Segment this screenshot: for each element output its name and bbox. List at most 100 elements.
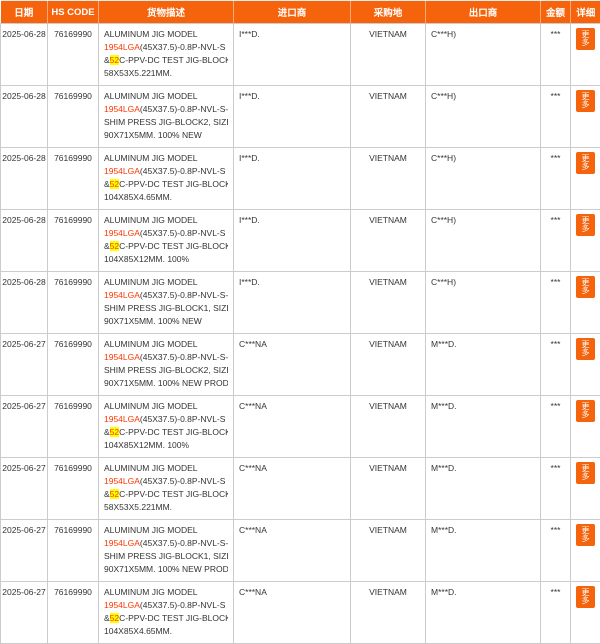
detail-cell: 更多 (571, 272, 600, 334)
column-header-date: 日期 (1, 1, 48, 24)
description-line: ALUMINUM JIG MODEL (104, 90, 228, 103)
origin-cell: VIETNAM (351, 24, 426, 86)
description-line: 90X71X5MM. 100% NEW (104, 315, 228, 328)
description-text: C-PPV-DC TEST JIG-BLOCK1, SIZE: (119, 179, 228, 189)
description-text: 90X71X5MM. 100% NEW (104, 316, 202, 326)
description-line: ALUMINUM JIG MODEL (104, 400, 228, 413)
date-cell: 2025-06-28 (1, 24, 48, 86)
description-line: 1954LGA(45X37.5)-0.8P-NVL-S 28C (104, 475, 228, 488)
table-row: 2025-06-27 76169990 ALUMINUM JIG MODEL 19… (1, 458, 600, 520)
column-header-description: 货物描述 (99, 1, 234, 24)
more-details-button[interactable]: 更多 (576, 524, 595, 546)
exporter-cell: M***D. (426, 520, 541, 582)
hs-code-cell: 76169990 (48, 148, 99, 210)
date-cell: 2025-06-27 (1, 396, 48, 458)
description-text: 90X71X5MM. 100% NEW PRODUCT (104, 564, 228, 574)
detail-cell: 更多 (571, 396, 600, 458)
hs-code-cell: 76169990 (48, 458, 99, 520)
hs-code-cell: 76169990 (48, 334, 99, 396)
more-details-button[interactable]: 更多 (576, 276, 595, 298)
highlighted-keyword: 1954LGA (104, 476, 140, 486)
importer-cell: C***NA (234, 396, 351, 458)
description-text: C-PPV-DC TEST JIG-BLOCK3, SIZE: (119, 241, 228, 251)
detail-cell: 更多 (571, 24, 600, 86)
importer-cell: C***NA (234, 582, 351, 644)
description-cell: ALUMINUM JIG MODEL 1954LGA(45X37.5)-0.8P-… (99, 458, 234, 520)
highlighted-keyword: 1954LGA (104, 166, 140, 176)
description-line: 58X53X5.221MM. (104, 67, 228, 80)
more-details-button[interactable]: 更多 (576, 338, 595, 360)
description-line: 104X85X4.65MM. (104, 625, 228, 638)
detail-cell: 更多 (571, 86, 600, 148)
description-cell: ALUMINUM JIG MODEL 1954LGA(45X37.5)-0.8P-… (99, 334, 234, 396)
detail-cell: 更多 (571, 334, 600, 396)
description-line: ALUMINUM JIG MODEL (104, 276, 228, 289)
hs-code-cell: 76169990 (48, 24, 99, 86)
description-line: 104X85X12MM. 100% (104, 439, 228, 452)
description-text: ALUMINUM JIG MODEL (104, 339, 198, 349)
description-line: SHIM PRESS JIG-BLOCK2, SIZE: (104, 364, 228, 377)
more-details-button[interactable]: 更多 (576, 462, 595, 484)
description-text: ALUMINUM JIG MODEL (104, 525, 198, 535)
description-text: ALUMINUM JIG MODEL (104, 401, 198, 411)
description-line: ALUMINUM JIG MODEL (104, 214, 228, 227)
more-details-button[interactable]: 更多 (576, 28, 595, 50)
description-text: ALUMINUM JIG MODEL (104, 91, 198, 101)
date-cell: 2025-06-27 (1, 582, 48, 644)
origin-cell: VIETNAM (351, 272, 426, 334)
hs-code-cell: 76169990 (48, 396, 99, 458)
column-header-amount: 金额 (541, 1, 571, 24)
amount-cell: *** (541, 520, 571, 582)
description-text: (45X37.5)-0.8P-NVL-S 28C (140, 228, 228, 238)
description-text: SHIM PRESS JIG-BLOCK1, SIZE: (104, 303, 228, 313)
description-text: 104X85X12MM. 100% (104, 440, 189, 450)
description-text: (45X37.5)-0.8P-NVL-S 28C (140, 414, 228, 424)
description-line: &52C-PPV-DC TEST JIG-BLOCK2, SIZE: (104, 54, 228, 67)
description-line: 1954LGA(45X37.5)-0.8P-NVL-S-CT- (104, 351, 228, 364)
more-details-button[interactable]: 更多 (576, 586, 595, 608)
description-line: &52C-PPV-DC TEST JIG-BLOCK2, SIZE: (104, 488, 228, 501)
description-text: (45X37.5)-0.8P-NVL-S-CT- (140, 290, 228, 300)
column-header-detail: 详细 (571, 1, 600, 24)
amount-cell: *** (541, 148, 571, 210)
description-text: (45X37.5)-0.8P-NVL-S 28C (140, 476, 228, 486)
description-line: 1954LGA(45X37.5)-0.8P-NVL-S 28C (104, 165, 228, 178)
exporter-cell: C***H) (426, 86, 541, 148)
amount-cell: *** (541, 458, 571, 520)
hs-code-cell: 76169990 (48, 272, 99, 334)
description-line: ALUMINUM JIG MODEL (104, 462, 228, 475)
table-row: 2025-06-27 76169990 ALUMINUM JIG MODEL 19… (1, 396, 600, 458)
description-text: & (104, 55, 110, 65)
description-line: 90X71X5MM. 100% NEW (104, 129, 228, 142)
description-line: 1954LGA(45X37.5)-0.8P-NVL-S-CT- (104, 289, 228, 302)
column-header-exporter: 出口商 (426, 1, 541, 24)
exporter-cell: M***D. (426, 458, 541, 520)
description-line: 1954LGA(45X37.5)-0.8P-NVL-S 28C (104, 41, 228, 54)
more-details-button[interactable]: 更多 (576, 400, 595, 422)
more-details-button[interactable]: 更多 (576, 152, 595, 174)
highlighted-keyword: 52 (110, 613, 119, 623)
highlighted-keyword: 52 (110, 55, 119, 65)
origin-cell: VIETNAM (351, 334, 426, 396)
importer-cell: I***D. (234, 148, 351, 210)
description-text: & (104, 427, 110, 437)
origin-cell: VIETNAM (351, 520, 426, 582)
more-details-button[interactable]: 更多 (576, 214, 595, 236)
description-text: C-PPV-DC TEST JIG-BLOCK2, SIZE: (119, 489, 228, 499)
description-cell: ALUMINUM JIG MODEL 1954LGA(45X37.5)-0.8P-… (99, 396, 234, 458)
description-text: 104X85X4.65MM. (104, 626, 172, 636)
date-cell: 2025-06-27 (1, 458, 48, 520)
description-text: (45X37.5)-0.8P-NVL-S-CT- (140, 352, 228, 362)
amount-cell: *** (541, 24, 571, 86)
description-text: ALUMINUM JIG MODEL (104, 463, 198, 473)
highlighted-keyword: 1954LGA (104, 414, 140, 424)
exporter-cell: M***D. (426, 334, 541, 396)
description-text: 90X71X5MM. 100% NEW (104, 130, 202, 140)
more-details-button[interactable]: 更多 (576, 90, 595, 112)
